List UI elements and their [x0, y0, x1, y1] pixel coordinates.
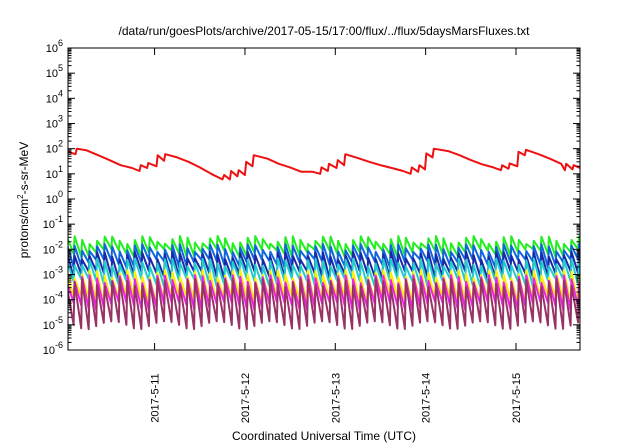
- y-tick-label: 104: [46, 88, 63, 105]
- y-tick-label: 10-4: [43, 290, 63, 307]
- series-1-line: [68, 147, 580, 181]
- x-tick-label: 2017-5-14: [421, 373, 433, 423]
- series-5-line: [68, 257, 580, 288]
- x-tick-label: 2017-5-15: [511, 373, 523, 423]
- y-tick-label: 105: [46, 63, 63, 80]
- y-tick-label: 10-2: [43, 239, 63, 256]
- y-tick-label: 106: [46, 38, 63, 55]
- y-tick-label: 10-6: [43, 340, 63, 357]
- x-tick-label: 2017-5-12: [240, 373, 252, 423]
- series-4-line: [68, 250, 580, 280]
- series-8-line: [68, 277, 580, 331]
- y-tick-label: 103: [46, 114, 63, 131]
- axes: 10-6 10-5 10-4 10-3 10-2 10-1 100 101 102 103 104 1…: [43, 38, 581, 423]
- y-tick-label: 10-1: [43, 214, 63, 231]
- y-axis-title: protons/cm2-s-sr-MeV: [16, 142, 31, 258]
- plot-area: [68, 147, 580, 331]
- x-axis-title: Coordinated Universal Time (UTC): [232, 429, 416, 443]
- y-tick-label: 101: [46, 164, 63, 181]
- y-tick-label: 102: [46, 139, 63, 156]
- y-tick-label: 10-5: [43, 315, 63, 332]
- series-3-line: [68, 243, 580, 269]
- x-tick-label: 2017-5-13: [330, 373, 342, 423]
- y-tick-label: 100: [46, 189, 63, 206]
- chart-title: /data/run/goesPlots/archive/2017-05-15/1…: [119, 24, 531, 38]
- x-tick-label: 2017-5-11: [150, 373, 162, 422]
- series-2-line: [68, 235, 580, 258]
- y-tick-label: 10-3: [43, 265, 63, 282]
